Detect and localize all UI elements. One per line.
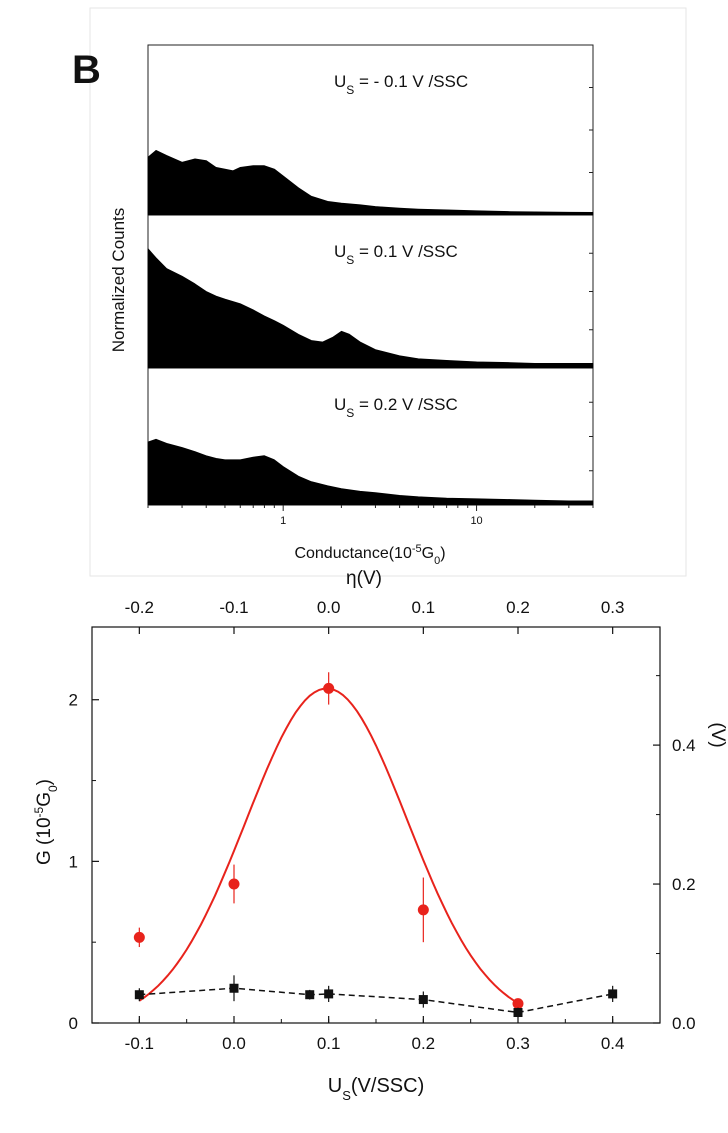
histogram-xlabel-tail: G <box>422 545 434 562</box>
x-tick-label-6: 0.4 <box>601 1034 625 1053</box>
series-1-point <box>417 904 429 916</box>
y-axis-label-sup: -5 <box>32 806 46 817</box>
series-2-point <box>513 1007 523 1017</box>
top-tick-label-5: 0.2 <box>506 598 530 617</box>
histogram-xlabel-sup: -5 <box>412 543 422 555</box>
series-1-point <box>133 931 145 943</box>
histogram-label-3-rest: = 0.2 V /SSC <box>354 395 457 414</box>
series-2-point <box>134 990 144 1000</box>
panel-label: B <box>72 48 101 92</box>
histogram-xlabel-sub: 0 <box>434 555 440 567</box>
series-1-fit-line <box>138 687 519 1004</box>
top-tick-label-4: 0.1 <box>412 598 436 617</box>
x-tick-label-3: 0.1 <box>317 1034 341 1053</box>
series-2-point <box>608 989 618 999</box>
y-tick-label-2: 1 <box>69 852 78 871</box>
y-axis-label-end: ) <box>34 779 55 785</box>
histogram-label-1-main: U <box>334 72 346 91</box>
histogram-fill-1 <box>147 150 594 216</box>
series-1-point <box>323 682 335 694</box>
histogram-label-2-sub: S <box>346 253 354 267</box>
top-tick-label-1: -0.2 <box>125 598 154 617</box>
histogram-x-tick-label-1: 1 <box>280 515 286 527</box>
histogram-xlabel-main: Conductance(10 <box>294 545 412 562</box>
histogram-label-2: US = 0.1 V /SSC <box>334 242 458 267</box>
x-axis-label: US(V/SSC) <box>328 1075 424 1103</box>
histogram-fill-3 <box>147 438 594 506</box>
y-axis-label-main: G (10 <box>34 817 55 865</box>
histogram-fill-2 <box>147 248 594 369</box>
histogram-label-1-sub: S <box>346 83 354 97</box>
y-axis-label-sub: 0 <box>46 785 60 792</box>
y2-tick-label-3: 0.4 <box>672 736 696 755</box>
x-tick-label-2: 0.0 <box>222 1034 246 1053</box>
y2-tick-label-2: 0.2 <box>672 875 696 894</box>
y-axis-label: G (10-5G0) <box>32 779 60 865</box>
y2-axis-label: (V) <box>707 722 728 747</box>
series-2-dashed-line <box>139 987 613 1014</box>
top-tick-label-3: 0.0 <box>317 598 341 617</box>
histogram-label-3: US = 0.2 V /SSC <box>334 395 458 420</box>
x-tick-label-4: 0.2 <box>412 1034 436 1053</box>
x-axis-label-main: U <box>328 1075 342 1097</box>
series-2-point <box>418 995 428 1005</box>
top-tick-label-6: 0.3 <box>601 598 625 617</box>
panel-b-frame <box>89 7 687 577</box>
histogram-label-1-rest: = - 0.1 V /SSC <box>354 72 468 91</box>
y-axis-label-tail: G <box>34 792 55 807</box>
histogram-label-2-rest: = 0.1 V /SSC <box>354 242 457 261</box>
histogram-frame <box>147 44 594 506</box>
histogram-ylabel: Normalized Counts <box>109 208 128 353</box>
histogram-label-1: US = - 0.1 V /SSC <box>334 72 468 97</box>
histogram-label-3-main: U <box>334 395 346 414</box>
top-tick-label-2: -0.1 <box>219 598 248 617</box>
series-2-point <box>305 990 315 1000</box>
series-1-point <box>228 878 240 890</box>
series-2 <box>134 975 618 1018</box>
top-axis-label: η(V) <box>346 568 382 589</box>
series-1 <box>133 672 524 1010</box>
series-2-point <box>324 989 334 999</box>
series-2-point <box>229 983 239 993</box>
histogram-xlabel: Conductance(10-5G0) <box>294 543 445 567</box>
x-tick-label-1: -0.1 <box>125 1034 154 1053</box>
x-axis-label-rest: (V/SSC) <box>351 1075 424 1097</box>
histogram-x-tick-label-2: 10 <box>470 515 482 527</box>
y-tick-label-3: 2 <box>69 691 78 710</box>
y2-tick-label-1: 0.0 <box>672 1014 696 1033</box>
x-tick-label-5: 0.3 <box>506 1034 530 1053</box>
series-1-point <box>512 998 524 1010</box>
y-tick-label-1: 0 <box>69 1014 78 1033</box>
x-axis-label-sub: S <box>342 1088 351 1103</box>
histogram-label-2-main: U <box>334 242 346 261</box>
histogram-label-3-sub: S <box>346 406 354 420</box>
histogram-xlabel-end: ) <box>440 545 445 562</box>
